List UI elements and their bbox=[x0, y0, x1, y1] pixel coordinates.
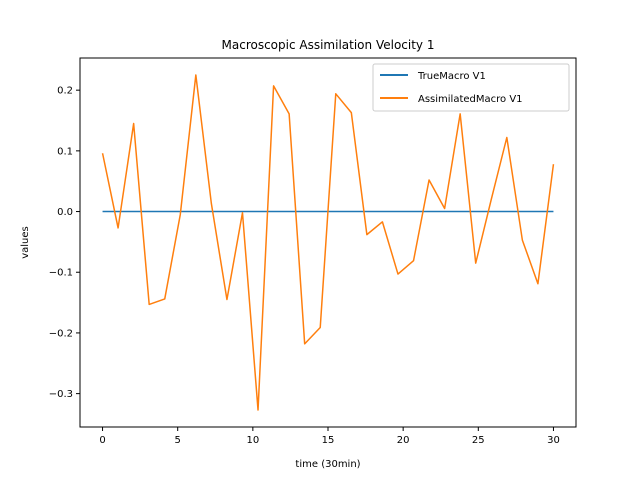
x-axis: 0 5 10 15 20 25 30 bbox=[99, 427, 560, 446]
legend-label-assimilatedmacro: AssimilatedMacro V1 bbox=[418, 94, 523, 105]
y-tick-label: −0.1 bbox=[49, 268, 73, 279]
y-tick-label: −0.3 bbox=[49, 389, 73, 400]
series-lines bbox=[101, 74, 555, 411]
y-axis: −0.3 −0.2 −0.1 0.0 0.1 0.2 bbox=[49, 86, 80, 400]
legend-box bbox=[372, 63, 570, 112]
x-tick-label: 5 bbox=[175, 435, 181, 446]
x-tick-label: 10 bbox=[246, 435, 259, 446]
series-line-assimilatedmacro-v1 bbox=[101, 74, 555, 411]
x-tick-label: 25 bbox=[472, 435, 485, 446]
legend: TrueMacro V1 AssimilatedMacro V1 bbox=[372, 63, 570, 112]
legend-label-truemacro: TrueMacro V1 bbox=[417, 71, 486, 82]
y-tick-label: 0.2 bbox=[57, 86, 73, 97]
x-axis-label: time (30min) bbox=[295, 459, 360, 470]
x-tick-label: 0 bbox=[99, 435, 105, 446]
x-tick-label: 30 bbox=[547, 435, 560, 446]
y-tick-label: 0.0 bbox=[57, 207, 73, 218]
x-tick-label: 20 bbox=[397, 435, 410, 446]
y-axis-label: values bbox=[20, 226, 31, 259]
plot-area bbox=[79, 57, 577, 428]
y-tick-label: 0.1 bbox=[57, 146, 73, 157]
y-tick-label: −0.2 bbox=[49, 328, 73, 339]
x-tick-label: 15 bbox=[322, 435, 335, 446]
chart-title: Macroscopic Assimilation Velocity 1 bbox=[222, 38, 435, 52]
